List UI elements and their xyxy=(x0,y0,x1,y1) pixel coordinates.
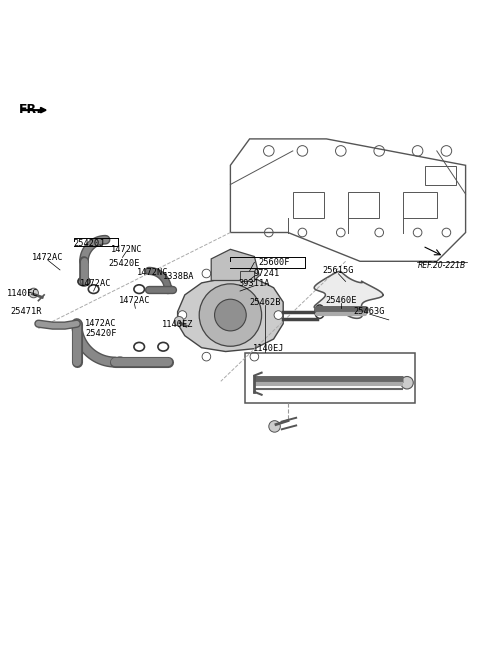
Text: REF.20-221B: REF.20-221B xyxy=(418,261,466,270)
Circle shape xyxy=(174,317,184,326)
Text: 25420J: 25420J xyxy=(73,238,105,248)
Text: 1140EJ: 1140EJ xyxy=(253,344,285,353)
Circle shape xyxy=(250,269,259,278)
Circle shape xyxy=(202,269,211,278)
Circle shape xyxy=(178,311,187,319)
Circle shape xyxy=(269,420,280,432)
Circle shape xyxy=(29,288,38,298)
Circle shape xyxy=(215,299,246,331)
Polygon shape xyxy=(314,271,383,319)
Text: 1140FC: 1140FC xyxy=(7,290,39,298)
Circle shape xyxy=(202,352,211,361)
Circle shape xyxy=(199,284,262,346)
Polygon shape xyxy=(178,278,283,351)
Text: 25615G: 25615G xyxy=(323,266,354,275)
Text: 25460E: 25460E xyxy=(325,296,357,305)
Text: 25600F: 25600F xyxy=(259,258,290,267)
Bar xyxy=(403,192,437,218)
Bar xyxy=(240,271,254,281)
Text: 97241: 97241 xyxy=(253,269,279,279)
Text: 25463G: 25463G xyxy=(354,307,385,316)
Text: 1472NC: 1472NC xyxy=(137,268,168,277)
Circle shape xyxy=(274,311,283,319)
Text: FR.: FR. xyxy=(19,103,42,116)
Text: 1472AC: 1472AC xyxy=(85,319,117,328)
Circle shape xyxy=(250,352,259,361)
Text: 25420E: 25420E xyxy=(108,259,140,267)
Text: 25471R: 25471R xyxy=(11,307,42,316)
Text: 1472AC: 1472AC xyxy=(32,253,64,262)
Text: 1140EZ: 1140EZ xyxy=(162,320,193,329)
Text: 1472AC: 1472AC xyxy=(119,296,150,305)
Text: 1472AC: 1472AC xyxy=(80,279,112,288)
Bar xyxy=(425,166,456,185)
Text: 1472NC: 1472NC xyxy=(110,245,142,254)
Bar xyxy=(348,192,379,218)
Text: 39311A: 39311A xyxy=(239,279,270,288)
Text: 25462B: 25462B xyxy=(250,298,281,307)
Circle shape xyxy=(401,376,413,389)
Polygon shape xyxy=(211,249,259,281)
Text: 25420F: 25420F xyxy=(85,328,117,338)
Text: 1338BA: 1338BA xyxy=(163,272,195,281)
Bar xyxy=(293,192,324,218)
